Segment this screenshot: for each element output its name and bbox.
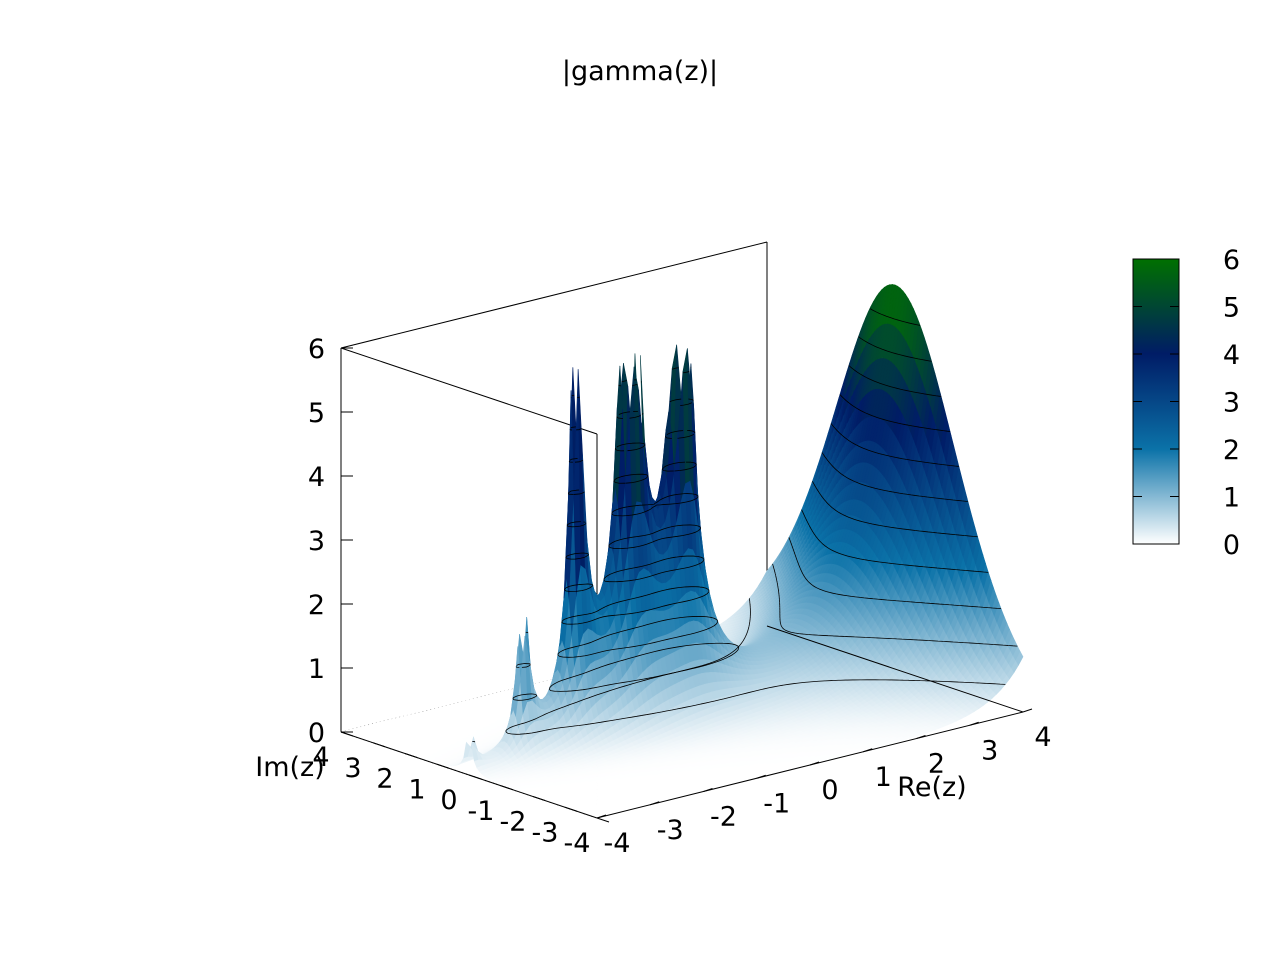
surface-mesh — [341, 284, 1023, 818]
back-top-edge-x — [341, 242, 767, 348]
back-top-edge-y — [341, 348, 597, 434]
